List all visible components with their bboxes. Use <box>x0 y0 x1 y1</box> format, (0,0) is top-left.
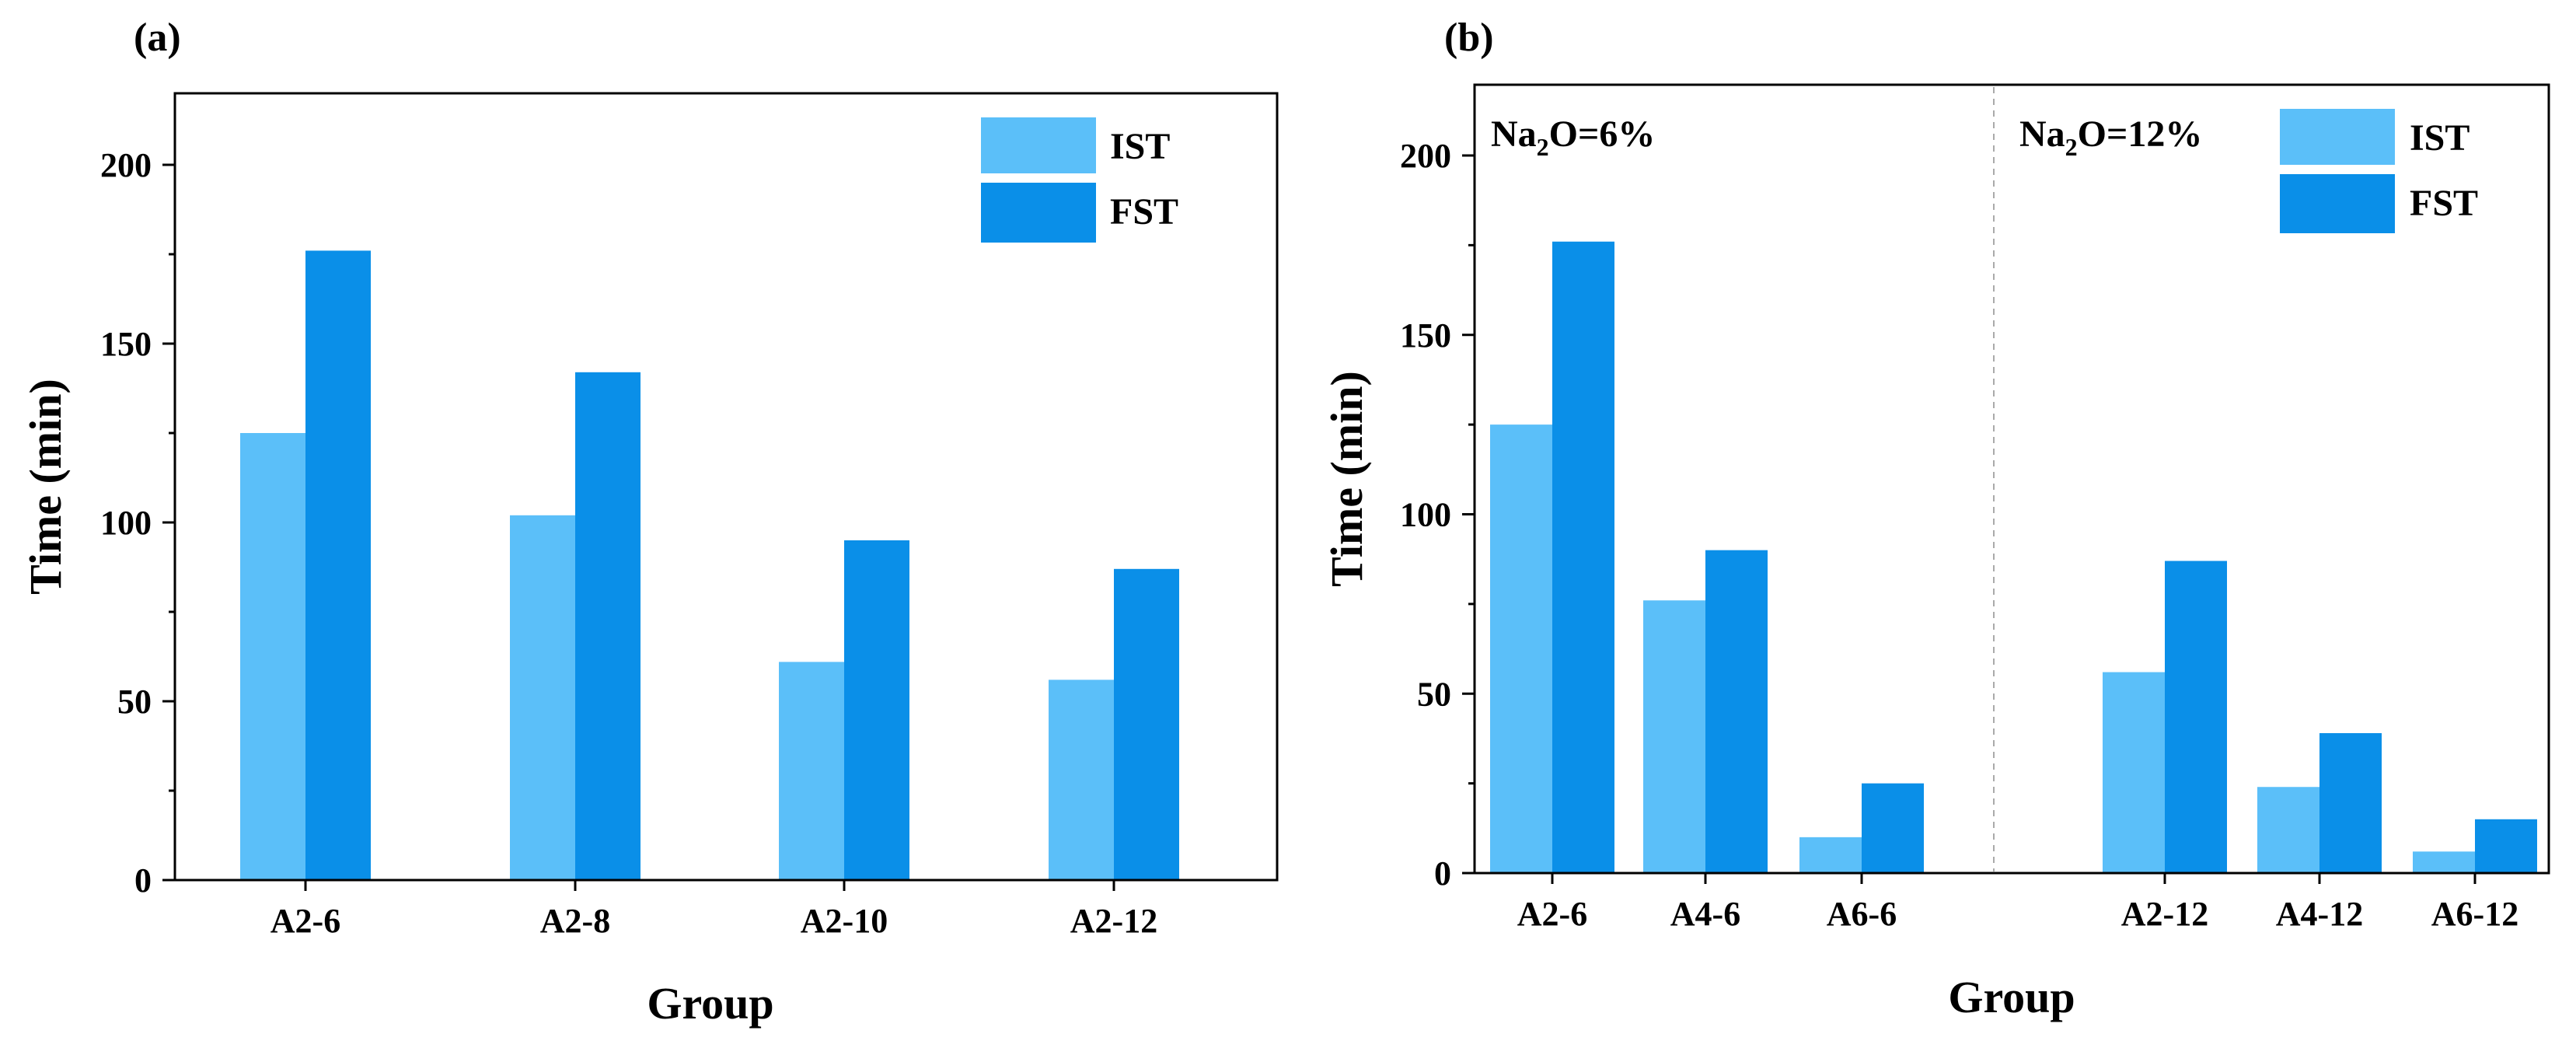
panel-b-legend-swatch-fst <box>2280 174 2395 233</box>
panel-a-x-tick-label-a2-6: A2-6 <box>271 902 340 940</box>
panel-a-y-axis: 0 50 100 150 200 <box>100 146 175 900</box>
panel-b-group-label-6-rest: O=6% <box>1549 114 1656 155</box>
panel-a-bar-ist-a2-8 <box>510 515 575 880</box>
panel-a-legend: IST FST <box>981 117 1178 243</box>
panel-b-bar-fst-a6-6 <box>1862 783 1924 873</box>
panel-b-group-label-12-sub: 2 <box>2065 133 2078 161</box>
panel-b-legend-label-ist: IST <box>2410 117 2470 159</box>
panel-b-bar-fst-a2-12 <box>2165 561 2227 873</box>
panel-b-y-tick-label-150: 150 <box>1400 316 1451 355</box>
panel-b-bars <box>1490 241 2537 873</box>
panel-a-x-tick-label-a2-10: A2-10 <box>801 902 888 940</box>
panel-b-y-tick-label-100: 100 <box>1400 496 1451 534</box>
panel-a-label: (a) <box>134 16 181 60</box>
panel-b-bar-ist-a6-6 <box>1799 837 1862 873</box>
panel-b-bar-ist-a2-12 <box>2103 672 2165 873</box>
panel-b-legend-swatch-ist <box>2280 109 2395 165</box>
panel-b-group-label-6: Na2O=6% <box>1491 114 1655 161</box>
panel-b-bar-ist-a4-12 <box>2257 787 2319 873</box>
panel-a-x-axis: A2-6 A2-8 A2-10 A2-12 <box>271 880 1157 940</box>
panel-a-legend-swatch-ist <box>981 117 1096 173</box>
panel-b-x-tick-label-a6-12: A6-12 <box>2431 895 2518 933</box>
panel-a-bar-ist-a2-6 <box>240 433 305 880</box>
panel-b-x-axis-title: Group <box>1948 972 2075 1022</box>
panel-b-group-label-6-main: Na <box>1491 114 1537 155</box>
panel-b-group-label-12-rest: O=12% <box>2078 114 2203 155</box>
panel-b-bar-ist-a6-12 <box>2413 851 2475 873</box>
panel-b-x-tick-label-a2-6: A2-6 <box>1517 895 1587 933</box>
panel-b-legend: IST FST <box>2280 109 2478 233</box>
panel-a-y-tick-label-50: 50 <box>117 683 152 721</box>
panel-a-bar-fst-a2-10 <box>844 540 909 880</box>
panel-a-legend-swatch-fst <box>981 183 1096 243</box>
panel-a-bar-fst-a2-6 <box>305 250 371 880</box>
panel-b-bar-fst-a4-6 <box>1705 550 1768 873</box>
panel-b-bar-fst-a6-12 <box>2475 819 2537 873</box>
panel-a-bar-fst-a2-12 <box>1114 568 1179 880</box>
panel-b-y-tick-label-50: 50 <box>1417 675 1451 713</box>
panel-b-bar-ist-a2-6 <box>1490 424 1552 873</box>
panel-b-x-tick-label-a4-6: A4-6 <box>1670 895 1740 933</box>
panel-a-x-tick-label-a2-8: A2-8 <box>540 902 610 940</box>
panel-b-x-tick-label-a6-6: A6-6 <box>1827 895 1897 933</box>
panel-b-label: (b) <box>1444 16 1494 60</box>
panel-b-group-label-6-sub: 2 <box>1537 133 1549 161</box>
panel-b-group-label-12: Na2O=12% <box>2019 114 2202 161</box>
panel-b-x-axis: A2-6 A4-6 A6-6 A2-12 A4-12 A6-12 <box>1517 873 2518 933</box>
panel-b-group-label-12-main: Na <box>2019 114 2065 155</box>
panel-b-y-tick-label-200: 200 <box>1400 137 1451 175</box>
panel-b-y-axis: 0 50 100 150 200 <box>1400 137 1475 893</box>
panel-a: (a) 0 50 100 150 200 A2-6 A2-8 A2-10 A2-12 Time… <box>20 16 1279 1029</box>
panel-a-y-tick-label-0: 0 <box>134 861 152 900</box>
panel-a-legend-label-fst: FST <box>1110 191 1178 232</box>
panel-a-y-tick-label-150: 150 <box>100 325 152 363</box>
panel-b-y-axis-title: Time (min) <box>1321 371 1372 587</box>
panel-b-x-tick-label-a2-12: A2-12 <box>2121 895 2208 933</box>
panel-b-x-tick-label-a4-12: A4-12 <box>2276 895 2363 933</box>
panel-a-y-tick-label-200: 200 <box>100 146 152 184</box>
panel-b-bar-fst-a4-12 <box>2319 733 2382 873</box>
panel-b-plot-frame <box>1473 83 2550 875</box>
panel-a-bar-ist-a2-12 <box>1049 679 1114 880</box>
panel-a-bars <box>240 250 1179 880</box>
panel-a-x-axis-title: Group <box>647 978 773 1029</box>
panel-b-legend-label-fst: FST <box>2410 183 2478 224</box>
panel-a-y-tick-label-100: 100 <box>100 504 152 542</box>
panel-b-bar-fst-a2-6 <box>1552 241 1614 873</box>
panel-a-bar-fst-a2-8 <box>575 372 641 880</box>
panel-b-y-tick-label-0: 0 <box>1434 854 1451 893</box>
panel-a-plot-frame <box>173 92 1279 882</box>
panel-a-legend-label-ist: IST <box>1110 126 1170 167</box>
panel-b-bar-ist-a4-6 <box>1643 600 1705 873</box>
panel-a-bar-ist-a2-10 <box>779 662 844 880</box>
panel-a-y-axis-title: Time (min) <box>20 379 71 595</box>
panel-a-x-tick-label-a2-12: A2-12 <box>1070 902 1157 940</box>
